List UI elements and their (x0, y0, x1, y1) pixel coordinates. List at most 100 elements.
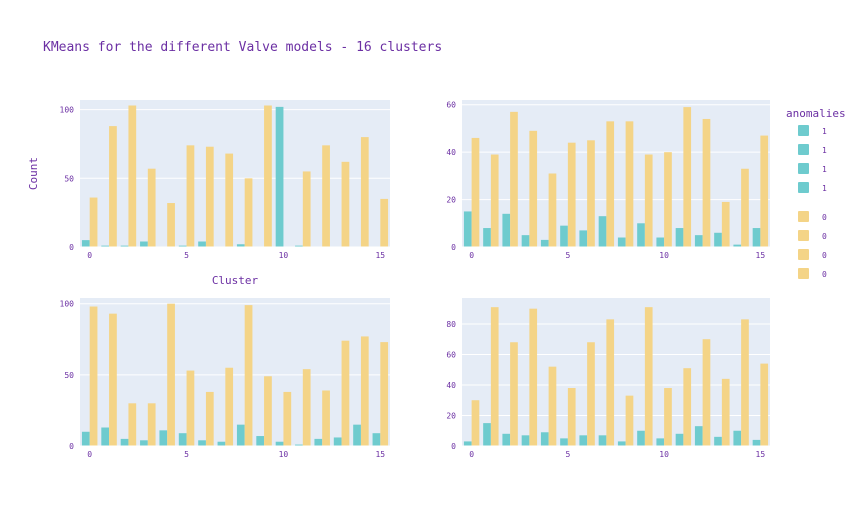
bar-anomalies-0 (244, 305, 253, 446)
x-axis-label: Cluster (212, 274, 259, 287)
bar-anomalies-1 (236, 244, 245, 247)
legend-swatch (798, 182, 809, 193)
bar-anomalies-1 (483, 228, 491, 247)
y-tick-label: 20 (446, 411, 456, 420)
bar-anomalies-0 (244, 178, 253, 247)
bar-anomalies-1 (714, 232, 722, 247)
bar-anomalies-1 (540, 432, 549, 446)
legend-item[interactable]: 0 (798, 249, 827, 260)
bar-anomalies-1 (598, 216, 607, 247)
bar-anomalies-1 (236, 424, 245, 446)
subplot-2: 0 20 40 60 0 5 10 15 (446, 100, 770, 260)
legend-item[interactable]: 0 (798, 230, 827, 241)
bar-anomalies-0 (490, 307, 499, 446)
x-tick-label: 10 (659, 251, 669, 260)
bar-anomalies-0 (760, 363, 769, 446)
subplot-3: 0 50 100 0 5 10 15 (60, 298, 390, 459)
y-tick-label: 0 (451, 442, 456, 451)
bar-anomalies-0 (529, 308, 538, 446)
bar-anomalies-1 (521, 235, 530, 247)
bar-anomalies-1 (483, 423, 491, 446)
bar-anomalies-1 (295, 245, 303, 247)
bar-anomalies-0 (205, 391, 214, 446)
bar-anomalies-0 (322, 390, 330, 446)
bar-anomalies-0 (741, 168, 749, 247)
y-tick-label: 100 (60, 106, 75, 115)
bar-anomalies-0 (322, 145, 330, 247)
y-tick-label: 40 (446, 381, 456, 390)
legend-swatch (798, 163, 809, 174)
bar-anomalies-0 (510, 111, 518, 248)
bar-anomalies-1 (314, 438, 323, 446)
legend-item[interactable]: 0 (798, 211, 827, 222)
bar-anomalies-0 (510, 342, 518, 446)
bar-anomalies-1 (675, 433, 684, 446)
bar-anomalies-0 (721, 201, 730, 247)
legend-label: 1 (822, 165, 827, 174)
bar-anomalies-0 (664, 152, 672, 247)
legend-label: 0 (822, 270, 827, 279)
subplot-4: 0 20 40 60 80 0 5 10 15 (446, 298, 770, 459)
x-tick-label: 15 (375, 251, 385, 260)
bar-anomalies-1 (579, 435, 588, 446)
bar-anomalies-0 (380, 198, 389, 247)
bar-anomalies-1 (353, 424, 361, 446)
y-tick-label: 0 (451, 243, 456, 252)
bar-anomalies-1 (178, 433, 187, 446)
legend-item[interactable]: 1 (798, 182, 827, 193)
bar-anomalies-1 (733, 430, 742, 446)
bar-anomalies-1 (675, 228, 684, 247)
bar-anomalies-1 (256, 436, 265, 446)
bar-anomalies-1 (198, 241, 206, 247)
bar-anomalies-1 (617, 237, 626, 247)
bar-anomalies-0 (741, 319, 749, 446)
legend-swatch (798, 144, 809, 155)
y-tick-label: 60 (446, 101, 456, 110)
bar-anomalies-0 (341, 340, 350, 446)
bar-anomalies-1 (733, 244, 742, 247)
legend-label: 0 (822, 232, 827, 241)
bar-anomalies-1 (502, 433, 511, 446)
bar-anomalies-0 (264, 376, 272, 446)
bar-anomalies-0 (644, 154, 653, 247)
bar-anomalies-0 (109, 313, 117, 446)
bar-anomalies-0 (548, 366, 557, 446)
legend-item[interactable]: 1 (798, 163, 827, 174)
bar-anomalies-1 (295, 444, 303, 446)
y-tick-label: 0 (69, 243, 74, 252)
x-tick-label: 5 (184, 251, 189, 260)
legend-label: 1 (822, 146, 827, 155)
bar-anomalies-1 (579, 230, 588, 247)
legend-item[interactable]: 0 (798, 268, 827, 279)
bar-anomalies-0 (283, 391, 292, 446)
legend-item[interactable]: 1 (798, 125, 827, 136)
bar-anomalies-0 (186, 370, 195, 446)
legend-item[interactable]: 1 (798, 144, 827, 155)
x-tick-label: 5 (184, 450, 189, 459)
bar-anomalies-1 (120, 438, 129, 446)
y-tick-label: 50 (64, 174, 74, 183)
bar-anomalies-0 (167, 303, 175, 446)
bar-anomalies-1 (198, 440, 206, 446)
x-tick-label: 15 (756, 450, 766, 459)
bar-anomalies-1 (101, 427, 110, 446)
y-axis-label: Count (27, 157, 40, 190)
bar-anomalies-0 (89, 197, 98, 247)
bar-anomalies-0 (606, 319, 615, 446)
bar-anomalies-0 (683, 107, 692, 247)
y-tick-label: 40 (446, 148, 456, 157)
bar-anomalies-1 (178, 245, 187, 247)
legend-label: 0 (822, 213, 827, 222)
bar-anomalies-1 (521, 435, 530, 446)
bar-anomalies-1 (217, 441, 226, 446)
bar-anomalies-0 (471, 400, 480, 446)
bar-anomalies-1 (752, 228, 761, 247)
x-tick-label: 5 (565, 450, 570, 459)
bar-anomalies-1 (714, 436, 722, 446)
bar-anomalies-0 (471, 137, 480, 247)
legend-label: 1 (822, 127, 827, 136)
bar-anomalies-0 (702, 118, 711, 247)
bar-anomalies-1 (656, 438, 665, 446)
